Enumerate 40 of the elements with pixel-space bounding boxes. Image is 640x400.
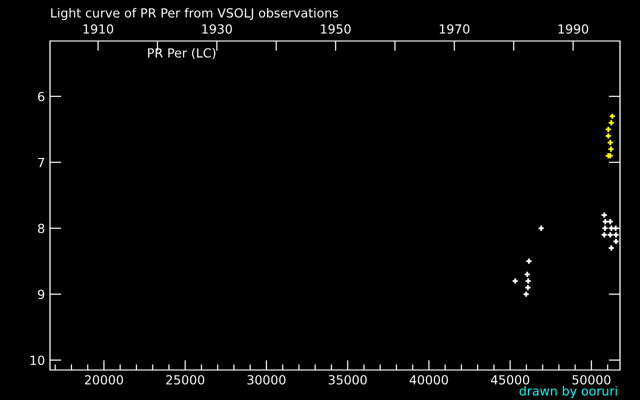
point (601, 224, 608, 232)
point (608, 119, 615, 126)
x2-tick-label: 1930 (202, 24, 232, 34)
text: PR Per (LC) (148, 48, 216, 60)
x-tick-label: 30000 (248, 375, 286, 385)
y-tick-label: 8 (38, 224, 44, 234)
x-tick-label: 50000 (572, 375, 610, 385)
point (606, 139, 614, 146)
point (522, 290, 530, 298)
point (512, 277, 519, 284)
point (524, 277, 532, 284)
y-tick-label: 10 (30, 356, 44, 366)
point (538, 224, 545, 232)
x-tick-label: 35000 (328, 375, 367, 385)
point (524, 270, 531, 278)
point (607, 146, 614, 153)
point (600, 212, 608, 219)
point (604, 126, 612, 133)
x-tick-label: 20000 (84, 375, 123, 385)
point (525, 258, 532, 265)
point (604, 132, 612, 140)
point (600, 231, 608, 238)
x-tick-label: 40000 (410, 375, 448, 385)
x2-tick-label: 1990 (558, 24, 588, 34)
x-tick-label: 45000 (490, 375, 530, 385)
point (612, 231, 620, 238)
y-tick-label: 9 (38, 290, 44, 300)
x2-tick-label: 1950 (321, 24, 351, 34)
point (608, 244, 615, 252)
x2-tick-label: 1970 (440, 24, 470, 34)
text: drawn by ooruri (520, 386, 617, 398)
x2-tick-label: 1910 (84, 24, 114, 34)
point (606, 231, 614, 238)
point (608, 112, 616, 120)
point (524, 284, 532, 292)
chart-title: Light curve of PR Per from VSOLJ observations (51, 8, 338, 20)
y-tick-label: 7 (38, 158, 44, 168)
x-tick-label: 25000 (166, 375, 204, 385)
y-tick-label: 6 (38, 92, 44, 102)
point (612, 238, 620, 245)
